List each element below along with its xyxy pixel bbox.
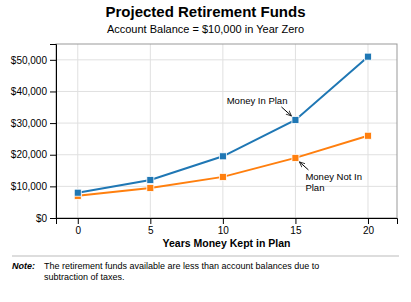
data-layer bbox=[74, 53, 371, 199]
chart: Projected Retirement Funds Account Balanc… bbox=[0, 0, 411, 302]
y-tick-label: $30,000 bbox=[11, 118, 48, 129]
x-axis-label: Years Money Kept in Plan bbox=[163, 237, 291, 249]
subtitle: Account Balance = $10,000 in Year Zero bbox=[107, 23, 304, 35]
x-axis-line bbox=[57, 219, 398, 225]
y-axis-line bbox=[50, 45, 57, 219]
note-label: Note: bbox=[12, 261, 35, 271]
x-tick-mark bbox=[78, 218, 79, 224]
plot-area: 0 5 10 15 20 $0 $10,000 $20,000 $30,000 $40,000 $5… bbox=[11, 44, 398, 249]
annotation: Money Not InPlan bbox=[305, 171, 362, 193]
annotation-arrow bbox=[299, 162, 308, 170]
y-tick: $40,000 bbox=[11, 86, 56, 97]
grid-line-y bbox=[56, 123, 397, 124]
y-tick: $20,000 bbox=[11, 149, 56, 160]
x-tick-mark bbox=[223, 218, 224, 224]
series-line bbox=[78, 57, 368, 193]
series-marker bbox=[292, 154, 299, 161]
x-tick-label: 5 bbox=[148, 225, 154, 236]
grid-line-y bbox=[56, 59, 397, 60]
grid-line-x bbox=[367, 44, 368, 218]
y-tick-label: $0 bbox=[36, 213, 48, 224]
y-tick: $50,000 bbox=[11, 55, 56, 66]
y-tick-mark bbox=[50, 218, 56, 219]
x-tick-mark bbox=[150, 218, 151, 224]
annotations: Money In Plan Money Not InPlan bbox=[227, 95, 362, 193]
x-tick-label: 20 bbox=[363, 225, 375, 236]
x-tick: 5 bbox=[148, 218, 154, 236]
x-tick-mark bbox=[368, 218, 369, 224]
y-tick-label: $10,000 bbox=[11, 181, 48, 192]
grid-line-x bbox=[222, 44, 223, 218]
y-tick: $0 bbox=[36, 213, 56, 224]
grid bbox=[56, 44, 397, 218]
y-tick-label: $20,000 bbox=[11, 149, 48, 160]
y-tick: $10,000 bbox=[11, 181, 56, 192]
series-line bbox=[78, 136, 368, 196]
series-marker bbox=[364, 132, 371, 139]
x-tick: 0 bbox=[75, 218, 81, 236]
x-tick-label: 10 bbox=[218, 225, 230, 236]
series-marker bbox=[219, 173, 226, 180]
y-tick-mark bbox=[50, 123, 56, 124]
series-marker bbox=[74, 189, 81, 196]
grid-line-y bbox=[56, 91, 397, 92]
x-tick-mark bbox=[295, 218, 296, 224]
series-marker bbox=[147, 177, 154, 184]
series-marker bbox=[147, 184, 154, 191]
annotation: Money In Plan bbox=[227, 95, 288, 106]
y-tick-label: $50,000 bbox=[11, 55, 48, 66]
x-tick-label: 15 bbox=[290, 225, 302, 236]
separator bbox=[12, 256, 399, 257]
series-marker bbox=[292, 116, 299, 123]
x-tick-label: 0 bbox=[75, 225, 81, 236]
y-tick-mark bbox=[50, 91, 56, 92]
y-tick-mark bbox=[50, 186, 56, 187]
series-marker bbox=[364, 53, 371, 60]
y-axis: $0 $10,000 $20,000 $30,000 $40,000 $50,000 bbox=[11, 45, 57, 224]
x-tick: 20 bbox=[363, 218, 375, 236]
y-tick-label: $40,000 bbox=[11, 86, 48, 97]
x-tick: 15 bbox=[290, 218, 302, 236]
x-tick: 10 bbox=[218, 218, 230, 236]
plot-frame bbox=[56, 44, 397, 218]
note-text: The retirement funds available are less … bbox=[44, 261, 319, 282]
y-tick-mark bbox=[50, 60, 56, 61]
title: Projected Retirement Funds bbox=[105, 3, 305, 20]
y-tick: $30,000 bbox=[11, 118, 56, 129]
series-marker bbox=[219, 153, 226, 160]
x-axis: 0 5 10 15 20 bbox=[57, 218, 398, 236]
y-tick-mark bbox=[50, 155, 56, 156]
annotation-arrow bbox=[281, 107, 291, 116]
grid-line-x bbox=[150, 44, 151, 218]
grid-line-x bbox=[295, 44, 296, 218]
